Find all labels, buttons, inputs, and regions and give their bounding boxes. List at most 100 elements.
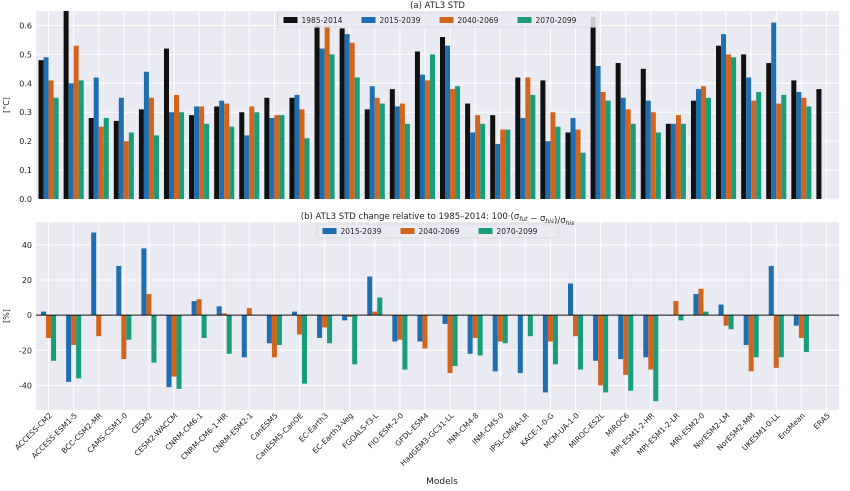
bar <box>141 248 147 316</box>
bar <box>229 126 235 199</box>
x-tick-label: ACCESS-ESM1-5 <box>30 411 79 460</box>
bar <box>615 63 621 199</box>
bar <box>447 315 453 374</box>
bar <box>271 315 277 358</box>
bar <box>254 112 260 199</box>
bar <box>748 315 754 372</box>
bar <box>91 232 97 316</box>
bar <box>776 103 782 199</box>
bar <box>274 115 280 199</box>
bar <box>399 103 405 199</box>
x-tick-label: MPI-ESM1-2-HR <box>609 411 656 458</box>
bar <box>214 106 220 199</box>
y-tick-label: 20 <box>22 276 32 285</box>
bar <box>728 315 734 330</box>
bar <box>143 71 149 199</box>
bar <box>241 315 247 358</box>
x-tick-label: ERA5 <box>812 411 832 431</box>
bar <box>723 315 729 326</box>
bar <box>174 94 180 199</box>
bar <box>369 86 375 199</box>
y-tick-label: 40 <box>22 241 32 250</box>
bar <box>530 94 536 199</box>
legend-label: 2040-2069 <box>419 227 460 236</box>
bar <box>490 115 496 199</box>
bar <box>171 315 177 377</box>
bar <box>239 112 245 199</box>
bar <box>179 112 185 199</box>
bar <box>342 315 348 321</box>
bar <box>118 97 124 199</box>
bar <box>372 311 378 316</box>
bar <box>798 315 804 338</box>
bar <box>593 315 599 361</box>
bar <box>527 315 533 337</box>
bar <box>76 315 82 379</box>
y-tick-label: -40 <box>19 381 32 390</box>
bar <box>515 77 521 199</box>
bar <box>753 315 759 358</box>
bar <box>630 123 636 199</box>
bar <box>567 283 574 316</box>
bar <box>477 315 483 356</box>
bar <box>123 141 129 199</box>
bar <box>771 22 777 200</box>
bar <box>121 315 127 360</box>
y-axis-label: [°C] <box>2 97 11 113</box>
bar <box>796 91 802 199</box>
bar <box>266 315 272 344</box>
bar <box>189 115 195 199</box>
bar <box>249 106 255 199</box>
bar <box>545 141 551 199</box>
bar <box>778 315 784 358</box>
x-tick-label: EnsMean <box>776 411 806 441</box>
bar <box>517 315 523 374</box>
bar <box>98 126 104 199</box>
bar <box>304 138 310 199</box>
bar <box>600 91 606 199</box>
bar <box>96 315 102 337</box>
x-axis-label: Models <box>426 477 458 487</box>
bar <box>603 315 609 393</box>
bar <box>78 80 84 199</box>
bar <box>816 89 822 199</box>
bar <box>455 86 461 199</box>
bar <box>442 315 448 324</box>
bar <box>68 83 74 199</box>
bar <box>73 45 79 200</box>
bar <box>219 100 225 199</box>
y-tick-label: 0.3 <box>19 108 32 117</box>
bar <box>552 315 558 365</box>
bar <box>138 109 144 199</box>
bar <box>349 42 355 199</box>
bar <box>279 115 285 199</box>
bar <box>392 315 398 342</box>
bar <box>148 97 154 199</box>
x-tick-labels: ACCESS-CM2ACCESS-ESM1-5BCC-CSM2-MRCAMS-C… <box>13 410 832 467</box>
bar <box>269 118 275 199</box>
bar <box>623 315 629 375</box>
bar <box>570 118 576 199</box>
bar <box>429 54 435 200</box>
bar <box>628 315 634 391</box>
bar <box>264 97 270 199</box>
legend-swatch <box>361 17 376 23</box>
bar <box>781 94 787 199</box>
bar <box>673 301 679 316</box>
y-tick-label: 0 <box>27 311 32 320</box>
bar <box>216 306 222 316</box>
bar <box>354 77 360 199</box>
bar <box>791 80 797 199</box>
legend-swatch <box>400 228 415 234</box>
bar <box>718 304 724 316</box>
bar <box>224 103 230 199</box>
bar <box>540 80 546 199</box>
y-tick-label: 0.1 <box>19 166 32 175</box>
bar <box>322 315 328 328</box>
bar <box>746 77 752 199</box>
panel-b: -40 -20 0 20 40 [%] (b) ATL3 STD change relati… <box>2 212 839 410</box>
bar <box>201 315 207 338</box>
legend-swatch <box>439 17 454 23</box>
legend-label: 2015-2039 <box>380 16 421 25</box>
